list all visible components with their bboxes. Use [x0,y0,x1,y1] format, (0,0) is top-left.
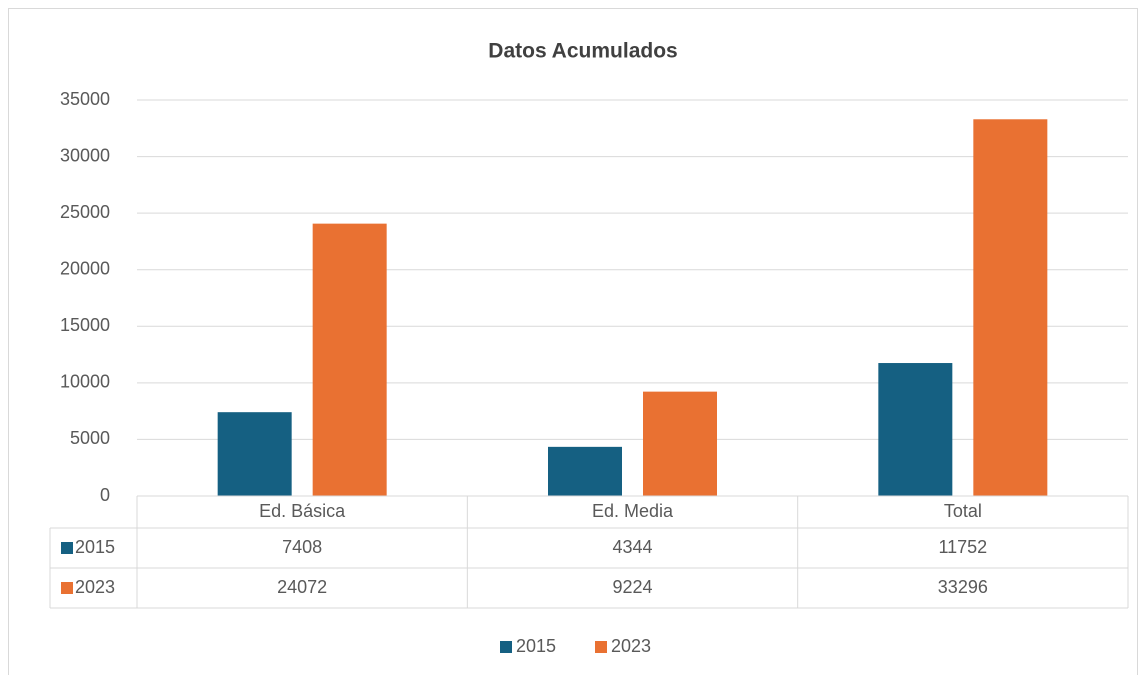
chart-border [8,8,1138,675]
table-cell: 24072 [277,577,327,597]
bar [312,223,387,496]
bar [217,412,292,496]
legend-key [595,641,607,653]
y-tick-label: 20000 [60,258,110,278]
x-tick-label: Ed. Media [592,501,674,521]
legend-label: 2023 [611,636,651,656]
y-tick-label: 25000 [60,202,110,222]
table-cell: 7408 [282,537,322,557]
y-tick-label: 5000 [70,428,110,448]
y-tick-label: 0 [100,485,110,505]
table-cell: 11752 [938,537,987,557]
table-legend-key [61,542,73,554]
table-series-name: 2015 [75,537,115,557]
y-tick-label: 15000 [60,315,110,335]
legend-label: 2015 [516,636,556,656]
bar [973,119,1048,496]
chart-title: Datos Acumulados [488,40,677,63]
bar [878,363,953,496]
table-cell: 9224 [612,577,652,597]
x-tick-label: Ed. Básica [259,501,346,521]
y-tick-label: 35000 [60,89,110,109]
table-legend-key [61,582,73,594]
table-cell: 33296 [938,577,988,597]
bar [643,391,717,496]
bar [548,446,622,496]
y-tick-label: 30000 [60,145,110,165]
table-cell: 4344 [612,537,652,557]
legend-key [500,641,512,653]
y-tick-label: 10000 [60,372,110,392]
table-series-name: 2023 [75,577,115,597]
x-tick-label: Total [944,501,982,521]
